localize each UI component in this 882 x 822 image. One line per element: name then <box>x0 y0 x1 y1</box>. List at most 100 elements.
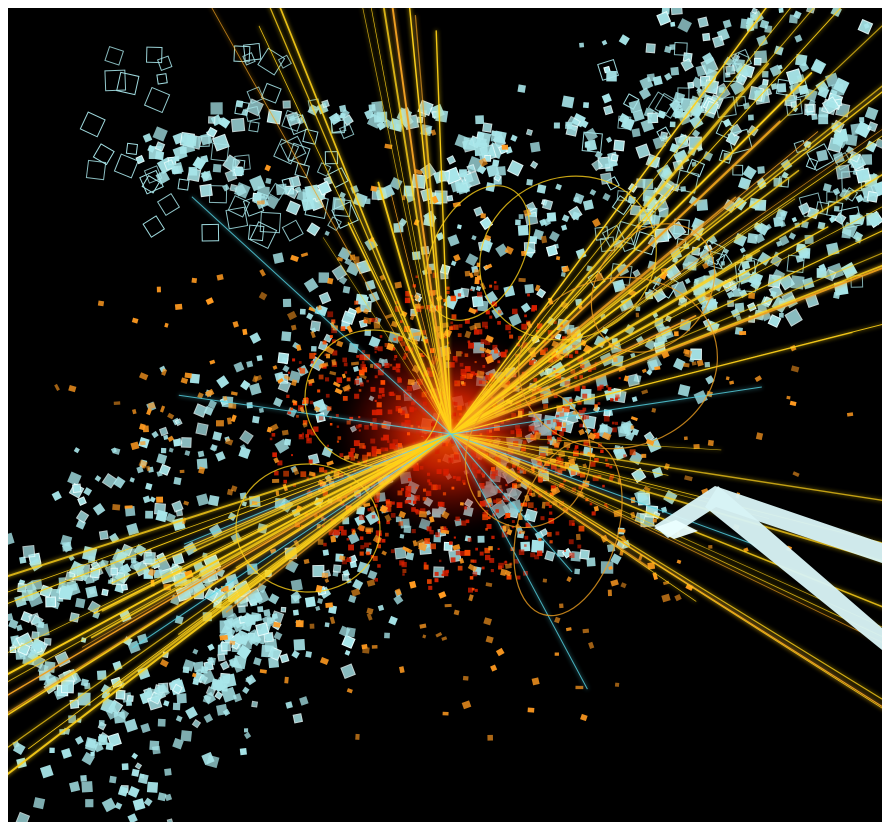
orange-energy-hit <box>473 269 480 277</box>
red-energy-hit <box>531 467 535 471</box>
orange-energy-hit <box>452 544 461 551</box>
orange-energy-hit <box>355 306 362 314</box>
orange-energy-hit <box>228 402 237 409</box>
detector-hit <box>684 278 691 285</box>
orange-energy-hit <box>290 324 297 331</box>
red-energy-hit <box>328 529 335 536</box>
orange-energy-hit <box>156 496 164 503</box>
detector-ring-hit <box>282 100 291 109</box>
red-energy-hit <box>588 377 591 380</box>
orange-energy-hit <box>332 381 341 388</box>
red-energy-hit <box>505 513 511 518</box>
detector-hit <box>19 556 27 564</box>
red-energy-hit <box>481 566 485 570</box>
red-energy-hit <box>548 504 552 508</box>
red-energy-hit <box>503 496 510 502</box>
orange-energy-hit <box>342 384 352 392</box>
detector-hit <box>691 129 701 138</box>
outlined-detector-cell <box>85 159 107 181</box>
red-energy-hit <box>422 497 427 501</box>
orange-energy-hit <box>232 320 239 328</box>
detector-hit <box>779 210 786 217</box>
red-energy-hit <box>397 490 403 496</box>
red-energy-hit <box>354 300 359 305</box>
red-energy-hit <box>448 458 451 461</box>
detector-hit <box>279 653 290 664</box>
orange-energy-hit <box>558 451 566 458</box>
red-energy-hit <box>553 418 557 423</box>
detector-hit <box>256 355 263 362</box>
red-energy-hit <box>458 324 463 328</box>
detector-hit <box>51 490 62 502</box>
detector-hit <box>618 34 630 46</box>
detector-ring-hit <box>770 82 778 91</box>
red-energy-hit <box>361 361 365 364</box>
particle-track <box>450 252 882 435</box>
particle-track <box>450 135 882 435</box>
orange-energy-hit <box>592 218 601 228</box>
orange-energy-hit <box>485 582 493 587</box>
red-energy-hit <box>332 350 338 356</box>
detector-hit <box>273 631 283 641</box>
detector-hit <box>173 438 182 447</box>
red-energy-hit <box>423 488 427 492</box>
detector-hit <box>318 291 332 305</box>
red-energy-hit <box>522 440 527 445</box>
red-energy-hit <box>464 318 470 324</box>
outlined-detector-cell <box>116 71 140 96</box>
red-energy-hit <box>521 323 528 330</box>
red-energy-hit <box>490 396 494 400</box>
outlined-detector-cell <box>806 143 835 172</box>
red-energy-hit <box>348 544 354 551</box>
orange-energy-hit <box>652 518 657 523</box>
detector-hit <box>274 438 290 454</box>
detector-hit <box>757 251 772 266</box>
orange-energy-hit <box>685 583 694 591</box>
particle-track <box>450 433 882 501</box>
detector-ring-hit <box>10 635 20 645</box>
detector-hit <box>210 444 218 452</box>
orange-energy-hit <box>230 391 238 396</box>
detector-hit <box>573 196 580 203</box>
detector-hit <box>677 384 691 397</box>
detector-hit <box>98 720 105 726</box>
detector-ring-hit <box>790 101 798 108</box>
outlined-detector-cell <box>638 210 656 228</box>
red-energy-hit <box>381 538 386 543</box>
detector-ring-hit <box>219 117 231 129</box>
outlined-detector-cell <box>785 98 803 116</box>
detector-hit <box>156 470 163 477</box>
orange-energy-hit <box>222 395 228 401</box>
red-energy-hit <box>455 360 458 363</box>
red-energy-hit <box>416 441 419 444</box>
orange-energy-hit <box>683 348 690 355</box>
detector-ring-hit <box>208 116 216 124</box>
red-energy-hit <box>515 353 519 357</box>
detector-ring-hit <box>454 134 470 149</box>
red-energy-hit <box>464 446 468 449</box>
detector-hit <box>315 605 321 611</box>
detector-hit <box>344 649 351 656</box>
orange-energy-hit <box>273 621 281 628</box>
orange-energy-hit <box>620 582 627 589</box>
detector-hit <box>742 102 751 110</box>
detector-hit <box>475 285 482 292</box>
detector-ring-hit <box>171 683 183 695</box>
red-energy-hit <box>413 465 420 471</box>
red-energy-hit <box>458 412 462 416</box>
orange-energy-hit <box>485 348 492 355</box>
orange-energy-hit <box>725 376 730 381</box>
red-energy-hit <box>453 454 460 460</box>
detector-hit <box>471 235 477 241</box>
red-energy-hit <box>549 511 553 515</box>
red-energy-hit <box>576 472 581 476</box>
detector-ring-hit <box>600 561 614 574</box>
orange-energy-hit <box>582 628 590 634</box>
detector-hit <box>394 546 407 560</box>
orange-energy-hit <box>124 505 133 509</box>
red-energy-hit <box>473 474 478 479</box>
outlined-detector-cell <box>208 185 228 204</box>
detector-ring-hit <box>232 655 247 670</box>
detector-ring-hit <box>770 290 777 298</box>
detector-hit <box>631 396 638 403</box>
